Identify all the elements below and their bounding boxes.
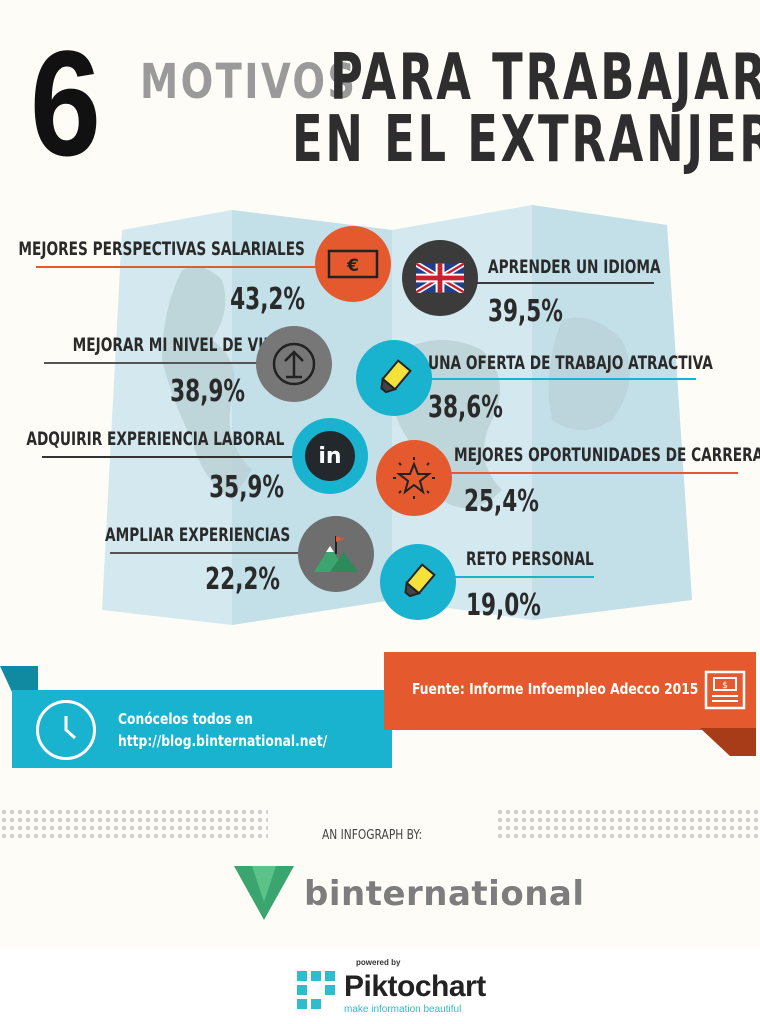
mountain-flag-icon bbox=[314, 536, 358, 572]
reason-label-career: MEJORES OPORTUNIDADES DE CARRERA bbox=[454, 444, 760, 466]
highlighter-icon bbox=[380, 359, 412, 394]
banner-fold-blue bbox=[0, 666, 38, 692]
piktochart-logo-icon bbox=[297, 971, 335, 1009]
cta-link[interactable]: http://blog.binternational.net/ bbox=[118, 732, 328, 750]
powered-by-label: powered by bbox=[356, 958, 401, 967]
source-banner bbox=[384, 652, 756, 730]
piktochart-name: Piktochart bbox=[344, 970, 486, 1004]
reason-underline-offer bbox=[420, 378, 696, 380]
uk-flag-icon bbox=[416, 263, 464, 293]
svg-text:€: € bbox=[346, 256, 359, 276]
reason-value-salary: 43,2% bbox=[230, 282, 305, 317]
highlighter-icon bbox=[404, 563, 436, 598]
euro-banknote-icon: € bbox=[327, 249, 379, 279]
reason-icon-salary: € bbox=[315, 226, 391, 302]
reason-icon-offer bbox=[356, 340, 432, 416]
reason-value-challenge: 19,0% bbox=[466, 588, 541, 623]
reason-label-salary: MEJORES PERSPECTIVAS SALARIALES bbox=[18, 238, 305, 260]
piktochart-name-b: chart bbox=[414, 970, 486, 1003]
piktochart-name-a: Pikto bbox=[344, 970, 415, 1003]
linkedin-icon: in bbox=[305, 431, 355, 481]
reason-label-experience: ADQUIRIR EXPERIENCIA LABORAL bbox=[25, 428, 284, 450]
infograph-by-label: AN INFOGRAPH BY: bbox=[322, 828, 423, 843]
reason-icon-experience: in bbox=[292, 418, 368, 494]
brand-name: binternational bbox=[304, 874, 585, 914]
binternational-logo-icon bbox=[234, 866, 294, 920]
reason-underline-broaden bbox=[110, 552, 318, 554]
reason-label-living: MEJORAR MI NIVEL DE VIDA bbox=[72, 334, 285, 356]
reason-value-living: 38,9% bbox=[170, 374, 245, 409]
title-line-1: PARA TRABAJAR bbox=[330, 41, 760, 115]
svg-text:$: $ bbox=[722, 681, 728, 691]
dot-pattern-left bbox=[0, 808, 268, 838]
piktochart-tagline: make information beautiful bbox=[344, 1004, 462, 1015]
reason-icon-living bbox=[256, 326, 332, 402]
title-motivos: MOTIVOS bbox=[140, 54, 358, 110]
reason-underline-career bbox=[446, 472, 738, 474]
reason-value-career: 25,4% bbox=[464, 484, 539, 519]
title-number: 6 bbox=[30, 19, 101, 187]
document-icon: $ bbox=[704, 670, 746, 710]
reason-value-language: 39,5% bbox=[488, 294, 563, 329]
source-text: Fuente: Informe Infoempleo Adecco 2015 bbox=[412, 680, 699, 698]
clock-icon bbox=[36, 700, 96, 760]
reason-label-offer: UNA OFERTA DE TRABAJO ATRACTIVA bbox=[428, 352, 713, 374]
reason-icon-language bbox=[402, 240, 478, 316]
reason-underline-language bbox=[470, 282, 654, 284]
reason-value-experience: 35,9% bbox=[209, 470, 284, 505]
reason-icon-broaden bbox=[298, 516, 374, 592]
reason-icon-challenge bbox=[380, 544, 456, 620]
reason-label-challenge: RETO PERSONAL bbox=[466, 548, 594, 570]
dot-pattern-right bbox=[496, 808, 760, 838]
reason-underline-living bbox=[44, 362, 268, 364]
reason-value-offer: 38,6% bbox=[428, 390, 503, 425]
piktochart-footer bbox=[0, 948, 760, 1024]
star-icon bbox=[393, 457, 435, 499]
reason-label-broaden: AMPLIAR EXPERIENCIAS bbox=[104, 524, 290, 546]
cta-line-1: Conócelos todos en bbox=[118, 710, 253, 728]
reason-icon-career bbox=[376, 440, 452, 516]
reason-underline-challenge bbox=[446, 576, 594, 578]
reason-label-language: APRENDER UN IDIOMA bbox=[488, 256, 661, 278]
banner-fold-orange bbox=[700, 728, 756, 756]
reason-underline-experience bbox=[42, 456, 304, 458]
title-line-2: EN EL EXTRANJERO bbox=[292, 103, 760, 177]
up-arrow-icon bbox=[272, 342, 316, 386]
reason-underline-salary bbox=[36, 266, 326, 268]
reason-value-broaden: 22,2% bbox=[205, 562, 280, 597]
